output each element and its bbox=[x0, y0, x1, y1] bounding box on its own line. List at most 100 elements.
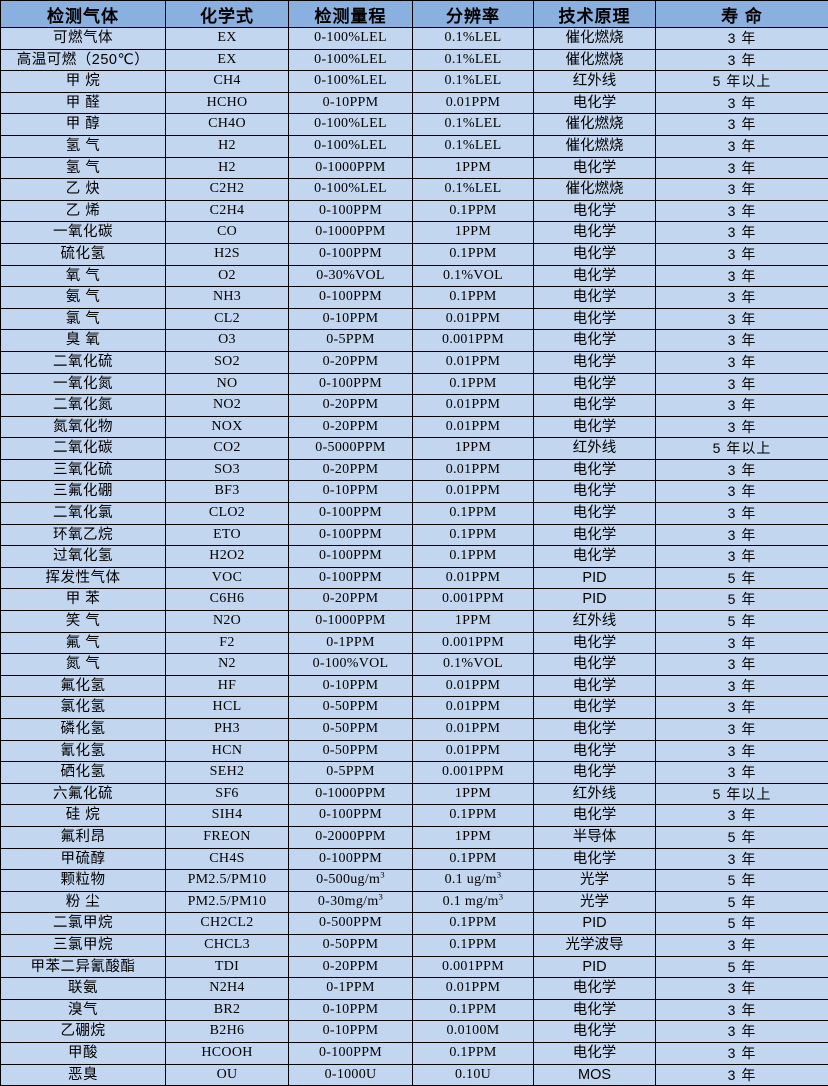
cell-res: 0.1PPM bbox=[413, 913, 534, 935]
cell-name: 乙硼烷 bbox=[1, 1021, 166, 1043]
cell-formula: OU bbox=[166, 1064, 289, 1086]
cell-life: 3 年 bbox=[656, 200, 828, 222]
cell-formula: CH4O bbox=[166, 114, 289, 136]
cell-name: 一氧化碳 bbox=[1, 222, 166, 244]
column-header-gas-name: 检测气体 bbox=[1, 1, 166, 28]
cell-res: 0.0100M bbox=[413, 1021, 534, 1043]
cell-range: 0-100PPM bbox=[289, 1042, 413, 1064]
cell-life: 5 年 bbox=[656, 913, 828, 935]
cell-name: 二氯甲烷 bbox=[1, 913, 166, 935]
cell-formula: C2H2 bbox=[166, 179, 289, 201]
cell-range: 0-100PPM bbox=[289, 524, 413, 546]
cell-range: 0-100%LEL bbox=[289, 49, 413, 71]
cell-life: 3 年 bbox=[656, 222, 828, 244]
cell-formula: H2S bbox=[166, 243, 289, 265]
cell-tech: 电化学 bbox=[534, 675, 656, 697]
column-header-resolution: 分辨率 bbox=[413, 1, 534, 28]
cell-name: 氢 气 bbox=[1, 157, 166, 179]
cell-res: 0.1PPM bbox=[413, 805, 534, 827]
cell-res: 0.1 ug/m3 bbox=[413, 870, 534, 892]
cell-range: 0-30%VOL bbox=[289, 265, 413, 287]
cell-name: 挥发性气体 bbox=[1, 567, 166, 589]
cubic-exponent: 3 bbox=[499, 891, 504, 901]
cell-formula: SO3 bbox=[166, 459, 289, 481]
cell-res: 0.10U bbox=[413, 1064, 534, 1086]
cell-res: 0.001PPM bbox=[413, 632, 534, 654]
cell-life: 5 年 bbox=[656, 891, 828, 913]
cell-tech: PID bbox=[534, 589, 656, 611]
cell-res: 0.1PPM bbox=[413, 200, 534, 222]
cell-range: 0-100PPM bbox=[289, 805, 413, 827]
cell-tech: 催化燃烧 bbox=[534, 135, 656, 157]
cell-tech: 催化燃烧 bbox=[534, 49, 656, 71]
cell-res: 0.01PPM bbox=[413, 719, 534, 741]
cell-formula: PH3 bbox=[166, 719, 289, 741]
cell-formula: CH2CL2 bbox=[166, 913, 289, 935]
cell-res: 0.1PPM bbox=[413, 1042, 534, 1064]
column-header-technology: 技术原理 bbox=[534, 1, 656, 28]
cell-res: 0.001PPM bbox=[413, 589, 534, 611]
column-header-range: 检测量程 bbox=[289, 1, 413, 28]
cell-res: 0.1%LEL bbox=[413, 71, 534, 93]
cell-formula: BF3 bbox=[166, 481, 289, 503]
cell-life: 3 年 bbox=[656, 308, 828, 330]
cell-name: 二氧化氮 bbox=[1, 395, 166, 417]
cell-name: 甲 醇 bbox=[1, 114, 166, 136]
cell-life: 3 年 bbox=[656, 1021, 828, 1043]
cell-tech: 电化学 bbox=[534, 243, 656, 265]
cubic-exponent: 3 bbox=[379, 891, 384, 901]
cell-name: 甲苯二异氰酸酯 bbox=[1, 956, 166, 978]
cell-formula: SO2 bbox=[166, 351, 289, 373]
cell-range: 0-50PPM bbox=[289, 697, 413, 719]
cell-formula: CLO2 bbox=[166, 503, 289, 525]
cell-range: 0-20PPM bbox=[289, 459, 413, 481]
cell-res: 0.1PPM bbox=[413, 503, 534, 525]
cell-tech: 电化学 bbox=[534, 222, 656, 244]
cell-name: 二氧化碳 bbox=[1, 438, 166, 460]
cell-res: 0.001PPM bbox=[413, 956, 534, 978]
cell-life: 3 年 bbox=[656, 157, 828, 179]
cell-range: 0-100%LEL bbox=[289, 28, 413, 50]
cell-life: 5 年以上 bbox=[656, 438, 828, 460]
cell-range: 0-100%LEL bbox=[289, 114, 413, 136]
cell-name: 甲酸 bbox=[1, 1042, 166, 1064]
cell-formula: SIH4 bbox=[166, 805, 289, 827]
cell-formula: NO2 bbox=[166, 395, 289, 417]
cell-name: 三氯甲烷 bbox=[1, 934, 166, 956]
cell-life: 3 年 bbox=[656, 179, 828, 201]
cell-res: 1PPM bbox=[413, 826, 534, 848]
cell-tech: 电化学 bbox=[534, 287, 656, 309]
cubic-exponent: 3 bbox=[380, 870, 385, 880]
cell-res: 0.1%LEL bbox=[413, 135, 534, 157]
cell-range: 0-10PPM bbox=[289, 308, 413, 330]
cell-formula: O2 bbox=[166, 265, 289, 287]
cell-formula: HF bbox=[166, 675, 289, 697]
cell-tech: 电化学 bbox=[534, 524, 656, 546]
cell-name: 氟利昂 bbox=[1, 826, 166, 848]
cell-range: 0-100PPM bbox=[289, 848, 413, 870]
cell-name: 二氧化氯 bbox=[1, 503, 166, 525]
cell-tech: PID bbox=[534, 913, 656, 935]
cell-name: 三氧化硫 bbox=[1, 459, 166, 481]
cell-formula: CO bbox=[166, 222, 289, 244]
cell-life: 3 年 bbox=[656, 330, 828, 352]
